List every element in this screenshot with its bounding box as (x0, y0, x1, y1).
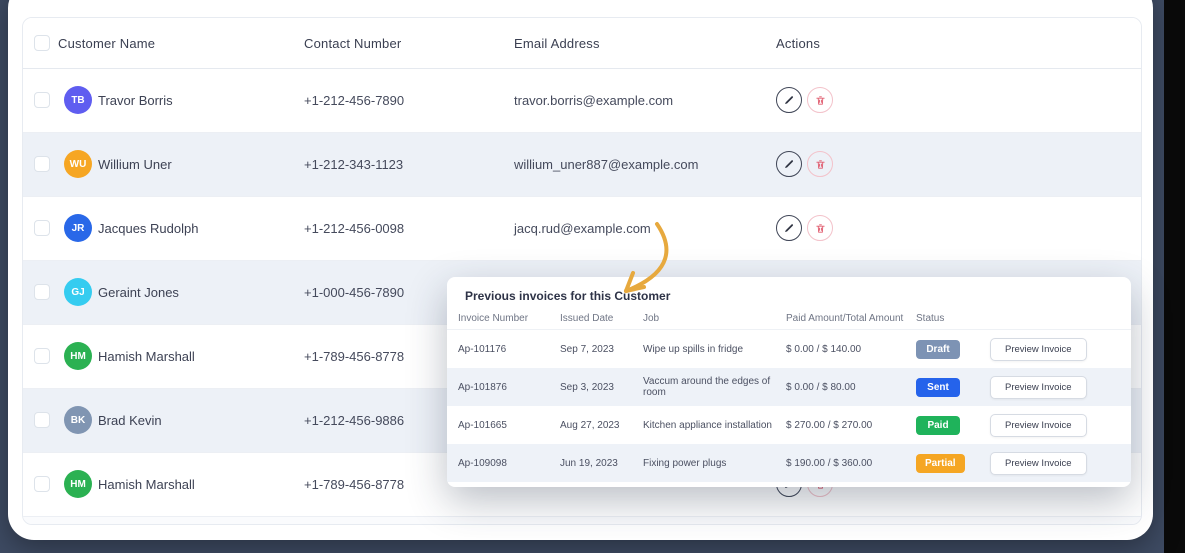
issued-date: Aug 27, 2023 (560, 419, 620, 431)
invoice-row[interactable]: Ap-109098 Jun 19, 2023 Fixing power plug… (447, 444, 1131, 482)
customer-name: Jacques Rudolph (98, 221, 199, 236)
status-cell: Paid (916, 415, 990, 435)
customer-name: Hamish Marshall (98, 349, 195, 364)
delete-button[interactable] (807, 87, 833, 113)
status-badge: Draft (916, 339, 960, 359)
row-actions (776, 151, 833, 177)
row-actions (776, 215, 833, 241)
pencil-icon (783, 158, 795, 170)
invoice-number: Ap-101176 (458, 343, 507, 355)
column-header-status: Status (916, 312, 945, 324)
avatar: JR (64, 214, 92, 242)
avatar: TB (64, 86, 92, 114)
job: Fixing power plugs (643, 457, 727, 469)
contact-number: +1-789-456-8778 (304, 477, 405, 492)
column-header-invoice-number: Invoice Number (458, 312, 529, 324)
invoice-rows: Ap-101176 Sep 7, 2023 Wipe up spills in … (447, 329, 1131, 482)
row-checkbox[interactable] (34, 156, 50, 172)
paid-total-amount: $ 0.00 / $ 140.00 (786, 343, 862, 355)
column-header-actions: Actions (776, 36, 821, 51)
table-row[interactable]: WU Willium Uner +1-212-343-1123 willium_… (23, 132, 1141, 196)
avatar: WU (64, 150, 92, 178)
table-footer (23, 516, 1141, 524)
trash-icon (815, 159, 826, 170)
row-checkbox[interactable] (34, 348, 50, 364)
row-checkbox[interactable] (34, 220, 50, 236)
edit-button[interactable] (776, 87, 802, 113)
paid-total-amount: $ 190.00 / $ 360.00 (786, 457, 873, 469)
contact-number: +1-212-456-0098 (304, 221, 405, 236)
invoice-number: Ap-109098 (458, 457, 507, 469)
row-checkbox[interactable] (34, 476, 50, 492)
edit-button[interactable] (776, 215, 802, 241)
customer-name: Travor Borris (98, 93, 173, 108)
screen-edge-strip (1164, 0, 1185, 553)
paid-total-amount: $ 270.00 / $ 270.00 (786, 419, 873, 431)
edit-button[interactable] (776, 151, 802, 177)
pencil-icon (783, 222, 795, 234)
job: Kitchen appliance installation (643, 419, 772, 431)
contact-number: +1-000-456-7890 (304, 285, 405, 300)
status-cell: Partial (916, 453, 990, 473)
pencil-icon (783, 94, 795, 106)
status-cell: Draft (916, 339, 990, 359)
invoice-number: Ap-101876 (458, 381, 507, 393)
customer-name: Hamish Marshall (98, 477, 195, 492)
issued-date: Sep 7, 2023 (560, 343, 614, 355)
email-address: jacq.rud@example.com (514, 221, 651, 236)
row-actions (776, 87, 833, 113)
invoice-row[interactable]: Ap-101876 Sep 3, 2023 Vaccum around the … (447, 368, 1131, 406)
contact-number: +1-212-456-7890 (304, 93, 405, 108)
customer-name: Geraint Jones (98, 285, 179, 300)
invoice-number: Ap-101665 (458, 419, 507, 431)
delete-button[interactable] (807, 215, 833, 241)
table-row[interactable]: TB Travor Borris +1-212-456-7890 travor.… (23, 69, 1141, 132)
preview-invoice-button[interactable]: Preview Invoice (990, 451, 1087, 475)
row-checkbox[interactable] (34, 92, 50, 108)
preview-invoice-button[interactable]: Preview Invoice (990, 413, 1087, 437)
contact-number: +1-212-343-1123 (304, 157, 404, 172)
paid-total-amount: $ 0.00 / $ 80.00 (786, 381, 856, 393)
row-checkbox[interactable] (34, 412, 50, 428)
email-address: travor.borris@example.com (514, 93, 674, 108)
status-cell: Sent (916, 377, 990, 397)
column-header-job: Job (643, 312, 660, 324)
invoice-panel-header: Invoice Number Issued Date Job Paid Amou… (447, 307, 1131, 329)
job: Vaccum around the edges of room (643, 376, 771, 398)
table-row[interactable]: JR Jacques Rudolph +1-212-456-0098 jacq.… (23, 196, 1141, 260)
status-badge: Partial (916, 453, 965, 473)
avatar: GJ (64, 278, 92, 306)
previous-invoices-panel: Previous invoices for this Customer Invo… (447, 277, 1131, 487)
preview-invoice-button[interactable]: Preview Invoice (990, 375, 1087, 399)
invoice-panel-title: Previous invoices for this Customer (465, 289, 671, 303)
delete-button[interactable] (807, 151, 833, 177)
customer-name: Willium Uner (98, 157, 172, 172)
issued-date: Sep 3, 2023 (560, 381, 614, 393)
trash-icon (815, 223, 826, 234)
preview-invoice-button[interactable]: Preview Invoice (990, 337, 1087, 361)
row-checkbox[interactable] (34, 284, 50, 300)
status-badge: Sent (916, 377, 960, 397)
column-header-customer-name: Customer Name (58, 36, 156, 51)
avatar: HM (64, 470, 92, 498)
column-header-contact-number: Contact Number (304, 36, 402, 51)
avatar: HM (64, 342, 92, 370)
contact-number: +1-212-456-9886 (304, 413, 405, 428)
column-header-email-address: Email Address (514, 36, 600, 51)
contact-number: +1-789-456-8778 (304, 349, 405, 364)
issued-date: Jun 19, 2023 (560, 457, 618, 469)
column-header-paid-total-amount: Paid Amount/Total Amount (786, 312, 904, 324)
trash-icon (815, 95, 826, 106)
email-address: willium_uner887@example.com (514, 157, 699, 172)
job: Wipe up spills in fridge (643, 343, 744, 355)
customer-name: Brad Kevin (98, 413, 162, 428)
invoice-row[interactable]: Ap-101665 Aug 27, 2023 Kitchen appliance… (447, 406, 1131, 444)
column-header-issued-date: Issued Date (560, 312, 614, 324)
invoice-row[interactable]: Ap-101176 Sep 7, 2023 Wipe up spills in … (447, 330, 1131, 368)
customer-table-header: Customer Name Contact Number Email Addre… (23, 18, 1141, 69)
select-all-checkbox[interactable] (34, 35, 50, 51)
avatar: BK (64, 406, 92, 434)
status-badge: Paid (916, 415, 960, 435)
